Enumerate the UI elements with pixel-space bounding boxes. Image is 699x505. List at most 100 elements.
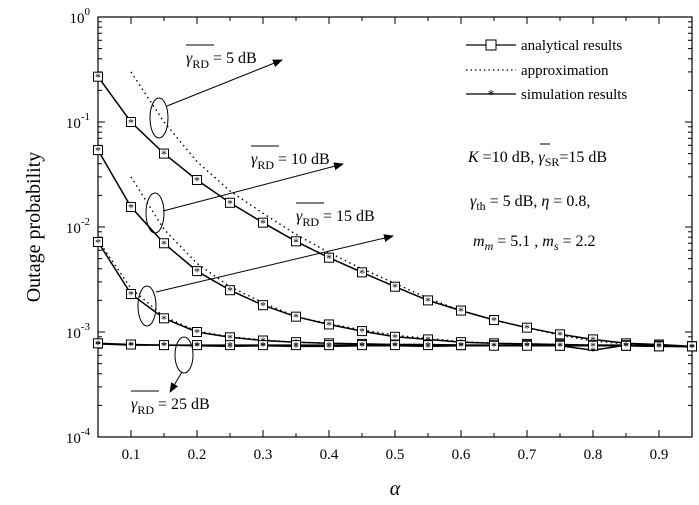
legend-entry-simulation: * simulation results — [466, 87, 627, 103]
legend-star-marker: * — [488, 88, 495, 103]
data-point-star: * — [458, 339, 464, 353]
data-point-square — [687, 341, 697, 352]
data-point-star: * — [524, 339, 530, 353]
data-point-star: * — [194, 265, 200, 279]
data-point-star: * — [227, 331, 233, 345]
data-point-square — [159, 313, 169, 324]
data-point-square — [588, 340, 598, 351]
x-tick-label: 0.9 — [650, 447, 669, 463]
curve-annotations: γRD = 5 dB γRD = 10 dB γRD = 15 dB γRD =… — [131, 44, 394, 417]
data-point-star: * — [392, 339, 398, 353]
axis-ticks — [97, 16, 692, 438]
data-point-star: * — [128, 338, 134, 352]
data-point-star: * — [689, 340, 695, 354]
data-point-star: * — [359, 325, 365, 339]
data-point-star: * — [260, 339, 266, 353]
data-point-star: * — [161, 339, 167, 353]
data-point-star: * — [260, 216, 266, 230]
data-point-square — [159, 148, 169, 159]
y-tick-label: 10-3 — [66, 321, 91, 342]
data-point-star: * — [161, 147, 167, 161]
data-point-square — [126, 202, 136, 213]
data-point-star: * — [590, 333, 596, 347]
y-tick-label: 100 — [70, 6, 91, 27]
data-point-star: * — [392, 280, 398, 294]
ellipse-10db — [145, 192, 165, 234]
data-point-square — [555, 340, 565, 351]
data-point-star: * — [95, 144, 101, 158]
arrow-15db — [155, 234, 394, 293]
legend-label-analytical: analytical results — [521, 38, 622, 54]
data-point-square — [456, 340, 466, 351]
legend-entry-analytical: analytical results — [466, 38, 622, 54]
data-point-square — [93, 236, 103, 247]
x-tick-label: 0.4 — [320, 447, 339, 463]
data-point-star: * — [590, 339, 596, 353]
data-point-square — [489, 315, 499, 326]
data-point-star: * — [392, 339, 398, 353]
data-point-square — [192, 340, 202, 351]
x-tick-label: 0.3 — [254, 447, 273, 463]
series-line-approximation — [130, 176, 693, 348]
data-point-square — [258, 217, 268, 228]
data-point-star: * — [128, 201, 134, 215]
param-line-3: mm = 5.1 , ms = 2.2 — [473, 233, 596, 253]
arrow-10db — [162, 162, 344, 212]
x-axis-label: α — [390, 478, 401, 500]
data-point-star: * — [359, 266, 365, 280]
data-point-square — [423, 340, 433, 351]
data-point-star: * — [524, 339, 530, 353]
data-point-star: * — [326, 340, 332, 354]
y-tick-label: 10-4 — [66, 426, 91, 447]
series-lines — [97, 71, 693, 352]
label-5db: γRD = 5 dB — [186, 50, 257, 71]
series-line-analytical — [97, 149, 693, 348]
label-25db: γRD = 25 dB — [131, 396, 210, 417]
data-point-square — [126, 339, 136, 350]
data-point-square — [258, 340, 268, 351]
series-line-approximation — [130, 71, 693, 348]
ellipse-5db — [149, 97, 169, 139]
data-point-star: * — [95, 70, 101, 84]
data-point-square — [93, 145, 103, 156]
label-15db: γRD = 15 dB — [296, 208, 375, 229]
y-axis-label: Outage probability — [23, 152, 45, 303]
data-point-square — [390, 281, 400, 292]
data-point-star: * — [623, 339, 629, 353]
data-point-star: * — [227, 339, 233, 353]
y-tick-label: 10-2 — [66, 216, 90, 237]
data-point-star: * — [326, 339, 332, 353]
data-point-square — [192, 266, 202, 277]
data-point-star: * — [128, 339, 134, 353]
arrow-5db — [166, 59, 283, 107]
ellipse-15db — [137, 285, 157, 327]
param-line-2: γth = 5 dB, η = 0.8, — [470, 193, 590, 213]
x-tick-label: 0.6 — [452, 447, 471, 463]
data-point-star: * — [524, 321, 530, 335]
data-point-star: * — [293, 310, 299, 324]
data-point-square — [192, 175, 202, 186]
data-point-star: * — [293, 340, 299, 354]
x-tick-label: 0.5 — [386, 447, 405, 463]
data-point-star: * — [161, 312, 167, 326]
data-point-square — [522, 322, 532, 333]
data-point-star: * — [326, 318, 332, 332]
data-point-star: * — [194, 339, 200, 353]
data-point-star: * — [458, 339, 464, 353]
data-point-star: * — [227, 284, 233, 298]
x-tick-label: 0.7 — [518, 447, 537, 463]
arrow-25db — [169, 371, 183, 393]
param-line-1: K =10 dB, γSR=15 dB — [467, 149, 607, 169]
data-point-star: * — [491, 339, 497, 353]
series-markers: * * * * * * * * * * * * * * * * * * * * * * * * * * * * * * * * * * * * * * * *… — [93, 70, 697, 358]
data-point-star: * — [425, 294, 431, 308]
data-point-star: * — [194, 174, 200, 188]
data-point-star: * — [95, 337, 101, 351]
data-point-square — [258, 300, 268, 311]
data-point-star: * — [326, 251, 332, 265]
x-tick-labels: 0.1 0.2 0.3 0.4 0.5 0.6 0.7 0.8 0.9 — [122, 447, 669, 463]
data-point-star: * — [491, 314, 497, 328]
data-point-square — [621, 340, 631, 351]
data-point-square — [93, 71, 103, 82]
